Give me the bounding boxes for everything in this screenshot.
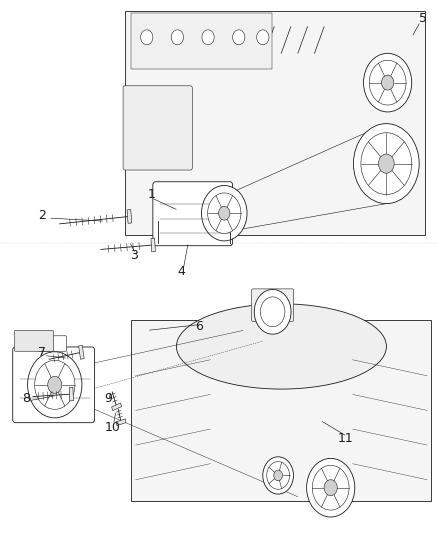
Circle shape xyxy=(361,133,412,195)
Text: 2: 2 xyxy=(38,209,46,222)
FancyBboxPatch shape xyxy=(39,336,67,351)
Circle shape xyxy=(141,30,153,45)
Text: 1: 1 xyxy=(147,188,155,201)
Circle shape xyxy=(274,470,283,481)
Circle shape xyxy=(28,352,82,418)
Circle shape xyxy=(201,185,247,241)
Circle shape xyxy=(369,60,406,105)
Circle shape xyxy=(208,193,241,233)
Circle shape xyxy=(171,30,184,45)
FancyBboxPatch shape xyxy=(14,330,53,351)
Polygon shape xyxy=(79,345,84,359)
Text: 9: 9 xyxy=(105,392,113,405)
Text: 7: 7 xyxy=(38,346,46,359)
Ellipse shape xyxy=(177,304,386,389)
Circle shape xyxy=(364,53,412,112)
Text: 11: 11 xyxy=(338,432,354,445)
FancyBboxPatch shape xyxy=(13,347,95,423)
FancyBboxPatch shape xyxy=(153,182,233,246)
Polygon shape xyxy=(116,419,126,425)
Polygon shape xyxy=(151,238,155,252)
Circle shape xyxy=(257,30,269,45)
Polygon shape xyxy=(127,209,132,223)
Polygon shape xyxy=(131,13,272,69)
Polygon shape xyxy=(69,387,74,401)
Polygon shape xyxy=(125,11,425,235)
Text: 3: 3 xyxy=(130,249,138,262)
Circle shape xyxy=(353,124,419,204)
Circle shape xyxy=(378,154,394,173)
Circle shape xyxy=(202,30,214,45)
Circle shape xyxy=(35,360,75,409)
FancyBboxPatch shape xyxy=(123,86,192,170)
Circle shape xyxy=(263,457,293,494)
Circle shape xyxy=(307,458,355,517)
Circle shape xyxy=(267,462,290,489)
Circle shape xyxy=(219,206,230,220)
Text: 10: 10 xyxy=(105,421,121,434)
Circle shape xyxy=(48,376,62,393)
Polygon shape xyxy=(158,236,230,243)
Circle shape xyxy=(254,289,291,334)
Circle shape xyxy=(233,30,245,45)
Circle shape xyxy=(381,75,394,90)
Text: 5: 5 xyxy=(419,12,427,25)
FancyBboxPatch shape xyxy=(252,289,293,321)
Text: 8: 8 xyxy=(22,392,30,405)
Polygon shape xyxy=(131,320,431,501)
Circle shape xyxy=(260,297,285,327)
Text: 6: 6 xyxy=(195,320,203,333)
Text: 4: 4 xyxy=(178,265,186,278)
Circle shape xyxy=(312,465,349,510)
Polygon shape xyxy=(112,403,122,410)
Circle shape xyxy=(324,480,337,496)
